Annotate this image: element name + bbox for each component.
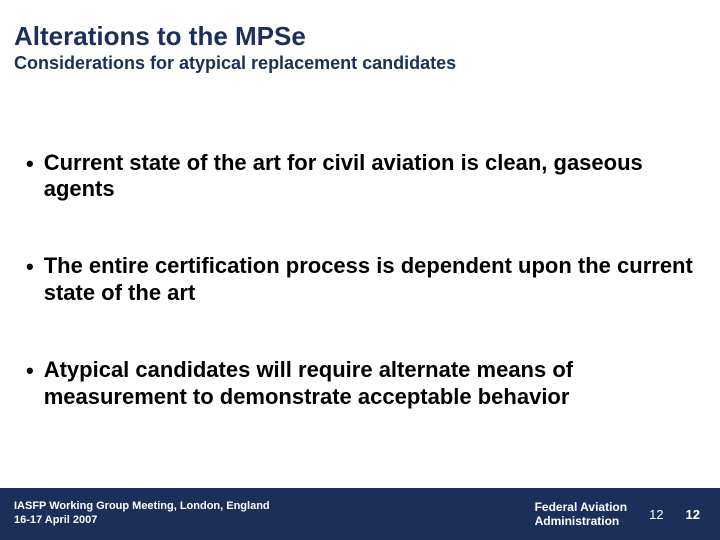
- footer-org: Federal Aviation Administration: [535, 500, 627, 529]
- footer-event-line1: IASFP Working Group Meeting, London, Eng…: [14, 500, 270, 514]
- bullet-item: • Atypical candidates will require alter…: [26, 357, 694, 411]
- slide-subtitle: Considerations for atypical replacement …: [14, 53, 706, 74]
- bullet-text: The entire certification process is depe…: [44, 253, 694, 307]
- bullet-text: Atypical candidates will require alterna…: [44, 357, 694, 411]
- bullet-text: Current state of the art for civil aviat…: [44, 150, 694, 204]
- slide-header: Alterations to the MPSe Considerations f…: [0, 0, 720, 80]
- page-number-a: 12: [649, 507, 663, 522]
- page-number-b: 12: [686, 507, 700, 522]
- bullet-item: • Current state of the art for civil avi…: [26, 150, 694, 204]
- slide-content: • Current state of the art for civil avi…: [0, 80, 720, 411]
- slide: Alterations to the MPSe Considerations f…: [0, 0, 720, 540]
- footer-org-line2: Administration: [535, 514, 627, 528]
- bullet-item: • The entire certification process is de…: [26, 253, 694, 307]
- bullet-marker-icon: •: [26, 150, 34, 178]
- footer-event: IASFP Working Group Meeting, London, Eng…: [14, 500, 270, 528]
- slide-title: Alterations to the MPSe: [14, 22, 706, 51]
- footer-event-line2: 16-17 April 2007: [14, 514, 270, 528]
- footer-right: Federal Aviation Administration 12 12: [535, 500, 700, 529]
- slide-footer: IASFP Working Group Meeting, London, Eng…: [0, 488, 720, 540]
- bullet-marker-icon: •: [26, 253, 34, 281]
- footer-org-line1: Federal Aviation: [535, 500, 627, 514]
- bullet-marker-icon: •: [26, 357, 34, 385]
